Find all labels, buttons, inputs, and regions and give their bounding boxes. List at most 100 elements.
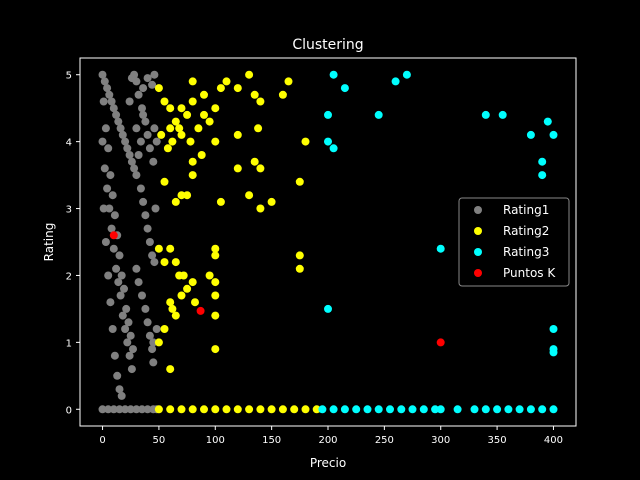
point-series-2-13	[324, 137, 332, 146]
point-series-2-30	[431, 405, 440, 414]
point-series-2-21	[329, 405, 338, 414]
point-series-0-82	[152, 137, 161, 146]
y-tick-label-0: 0	[66, 405, 72, 416]
point-series-0-69	[141, 304, 150, 313]
x-tick-label-6: 300	[431, 435, 450, 446]
point-series-0-8	[116, 124, 125, 133]
y-tick-label-3: 3	[66, 205, 72, 216]
point-series-1-29	[254, 124, 263, 133]
point-series-0-70	[143, 318, 152, 327]
axes-layer: 0 50 100 150 200 250 300 350 400 0 1 2 3 4 5	[66, 71, 563, 446]
x-tick-label-2: 100	[206, 435, 225, 446]
point-series-0-58	[145, 144, 154, 153]
point-series-1-49	[166, 244, 175, 253]
point-series-2-20	[318, 405, 327, 414]
point-series-2-32	[453, 405, 462, 414]
point-series-1-38	[188, 157, 197, 166]
point-series-1-10	[211, 104, 220, 113]
point-series-0-65	[148, 251, 157, 260]
point-series-2-12	[538, 171, 547, 180]
point-series-2-5	[402, 70, 411, 79]
chart-title: Clustering	[292, 37, 363, 53]
point-series-2-27	[397, 405, 406, 414]
point-series-0-47	[106, 298, 115, 307]
point-series-1-3	[171, 117, 180, 126]
point-series-2-35	[493, 405, 502, 414]
legend-marker-1	[474, 227, 482, 235]
point-series-2-28	[408, 405, 417, 414]
point-series-1-78	[222, 405, 231, 414]
point-series-0-9	[118, 130, 127, 139]
point-series-0-33	[105, 204, 114, 213]
point-series-0-11	[123, 144, 132, 153]
point-series-0-26	[122, 304, 131, 313]
point-series-0-32	[103, 184, 112, 193]
point-series-1-85	[301, 405, 310, 414]
point-series-1-65	[171, 311, 180, 320]
point-series-2-2	[324, 110, 332, 119]
point-series-1-4	[177, 130, 186, 139]
point-series-2-31	[436, 405, 445, 414]
point-series-1-71	[154, 338, 163, 347]
point-series-1-67	[211, 291, 220, 300]
point-series-1-43	[256, 204, 265, 213]
point-series-0-59	[149, 157, 158, 166]
legend: Rating1 Rating2 Rating3 Puntos K	[458, 197, 570, 287]
point-series-0-44	[99, 204, 108, 213]
point-series-1-26	[197, 151, 206, 159]
point-series-1-53	[183, 284, 192, 293]
x-tick-label-5: 250	[375, 435, 394, 446]
point-series-0-42	[125, 351, 134, 360]
point-series-1-16	[256, 97, 265, 106]
point-series-0-43	[127, 365, 136, 374]
point-series-2-3	[374, 110, 383, 119]
point-series-0-30	[98, 137, 107, 146]
point-series-0-14	[130, 164, 139, 173]
point-series-1-40	[233, 164, 242, 173]
point-series-3-0	[109, 231, 118, 240]
point-series-2-10	[549, 130, 558, 139]
point-series-2-33	[470, 405, 479, 414]
point-series-1-9	[205, 117, 214, 126]
point-series-1-22	[163, 144, 172, 153]
point-series-2-37	[515, 405, 524, 414]
point-series-1-75	[188, 405, 197, 414]
point-series-1-64	[168, 304, 177, 313]
point-series-0-79	[136, 137, 145, 146]
point-series-2-16	[324, 304, 332, 313]
point-series-0-40	[121, 325, 130, 333]
point-series-0-62	[141, 211, 150, 220]
point-series-1-7	[194, 124, 203, 133]
point-series-2-0	[329, 70, 338, 79]
point-series-0-10	[121, 137, 130, 146]
point-series-1-20	[200, 110, 208, 119]
point-series-0-83	[151, 204, 160, 213]
point-series-1-45	[267, 197, 276, 206]
point-series-0-48	[108, 325, 117, 333]
point-series-0-13	[127, 157, 136, 166]
point-series-2-24	[363, 405, 372, 414]
point-series-0-36	[112, 264, 121, 273]
point-series-1-60	[295, 251, 304, 260]
point-series-1-25	[186, 137, 195, 146]
point-series-0-77	[132, 124, 141, 133]
point-series-0-94	[115, 405, 124, 414]
point-series-2-6	[481, 110, 490, 119]
point-series-2-7	[498, 110, 507, 119]
point-series-0-45	[101, 238, 110, 246]
legend-marker-3	[474, 269, 482, 277]
point-series-1-73	[166, 405, 175, 414]
point-series-0-80	[139, 110, 148, 119]
point-series-1-83	[278, 405, 287, 414]
point-series-0-18	[104, 144, 113, 153]
point-series-1-62	[160, 325, 169, 333]
point-series-0-60	[136, 184, 145, 193]
x-tick-label-8: 400	[544, 435, 563, 446]
point-series-0-76	[125, 97, 134, 106]
point-series-1-41	[245, 191, 254, 200]
point-series-0-99	[143, 405, 152, 414]
x-tick-label-1: 50	[153, 435, 166, 446]
point-series-1-84	[290, 405, 299, 414]
point-series-1-86	[312, 405, 321, 414]
point-series-0-41	[123, 338, 132, 347]
